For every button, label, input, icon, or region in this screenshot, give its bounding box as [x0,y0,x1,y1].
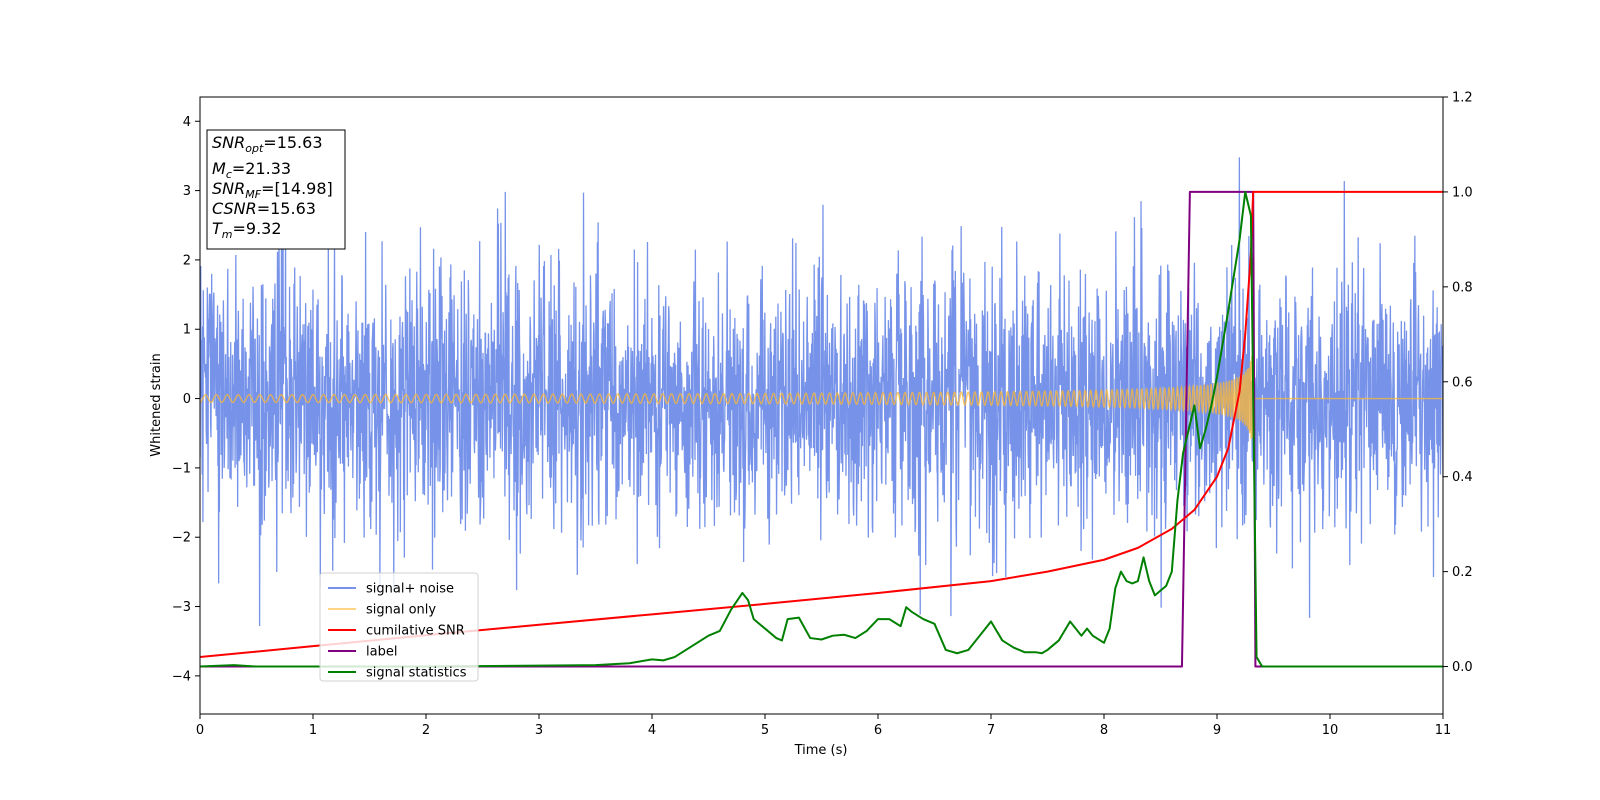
x-tick-label: 10 [1322,723,1339,738]
y-tick-label: 1 [183,323,191,338]
x-tick-label: 5 [761,723,769,738]
series-layer [200,157,1443,668]
y-tick-label: −3 [172,600,191,615]
annotation-line: CSNR=15.63 [212,199,316,218]
y-right-tick-label: 0.8 [1452,280,1473,295]
legend-label: cumilative SNR [366,624,465,639]
legend-frame [319,572,479,682]
x-tick-label: 1 [309,723,317,738]
y-right-tick-label: 1.0 [1452,185,1473,200]
legend-label: signal only [366,603,436,618]
annotation-line: Mc=21.33 [212,159,291,181]
y-right-tick-label: 0.2 [1452,565,1473,580]
x-tick-label: 6 [874,723,882,738]
y-right-tick-label: 0.6 [1452,375,1473,390]
x-axis-label: Time (s) [794,743,848,758]
annotation-box: SNRopt=15.63 Mc=21.33SNRMF=[14.98]CSNR=15… [206,129,346,250]
series-signal-noise [200,157,1443,626]
x-tick-label: 0 [196,723,204,738]
legend-label: signal statistics [366,666,467,681]
x-tick-label: 9 [1213,723,1221,738]
annotation-line: SNRMF=[14.98] [212,179,333,201]
y-tick-label: −2 [172,531,191,546]
x-tick-label: 4 [648,723,656,738]
y-tick-label: 0 [183,392,191,407]
annotation-box-frame [206,129,346,250]
x-tick-label: 7 [987,723,995,738]
y-right-tick-label: 0.0 [1452,660,1473,675]
axes-layer: 0 1 2 3 4 5 6 7 8 9 10 11 −4 −3 −2 −1 0 1 2 3 4 0.0 0.2 0.4 0.6 0… [172,91,1473,739]
y-right-tick-label: 1.2 [1452,91,1473,106]
annotation-line: SNRopt=15.63 [212,133,323,155]
y-tick-label: −4 [172,669,191,684]
y-axis-label: Whitened strain [149,353,164,456]
series-cumulative-snr [200,190,1443,659]
y-tick-label: 4 [183,115,191,130]
x-tick-label: 3 [535,723,543,738]
y-tick-label: 2 [183,253,191,268]
legend-label: signal+ noise [366,582,454,597]
x-tick-label: 2 [422,723,430,738]
y-tick-label: −1 [172,461,191,476]
y-tick-label: 3 [183,184,191,199]
series-signal-statistics [200,190,1443,668]
annotation-lines: SNRopt=15.63 Mc=21.33SNRMF=[14.98]CSNR=15… [212,133,333,241]
x-tick-label: 8 [1100,723,1108,738]
plot-frame [199,96,1444,715]
legend-items: signal+ noise signal only cumilative SNR la… [328,582,467,681]
legend: signal+ noise signal only cumilative SNR la… [319,572,479,682]
series-signal-only [200,345,1443,439]
y-right-tick-label: 0.4 [1452,470,1473,485]
legend-label: label [366,645,397,660]
annotation-line: Tm=9.32 [212,219,282,241]
x-tick-label: 11 [1435,723,1452,738]
